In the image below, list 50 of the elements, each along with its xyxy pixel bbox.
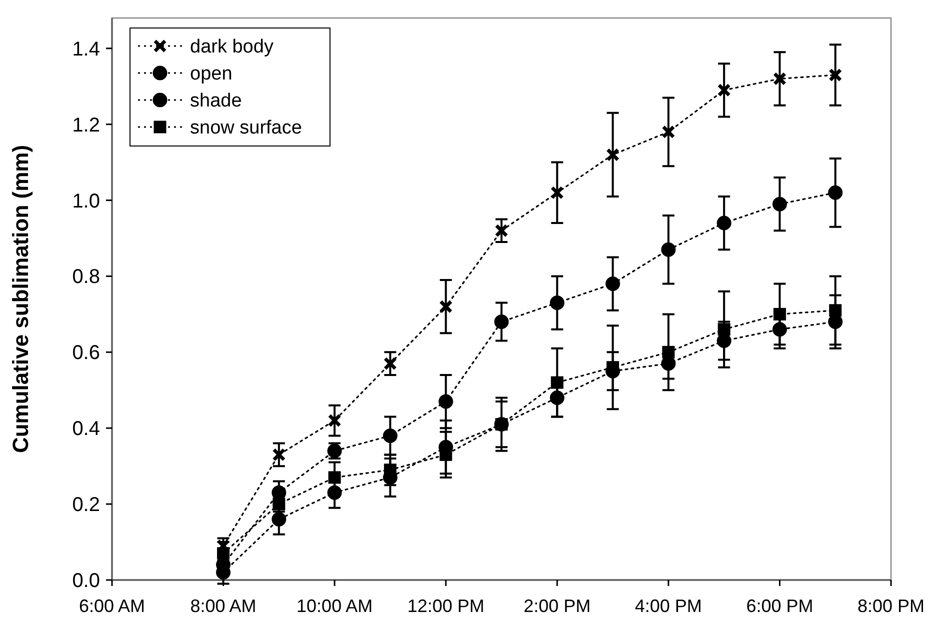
point: [829, 304, 842, 317]
point: [606, 276, 620, 292]
point: [772, 72, 786, 86]
x-tick-label: 12:00 PM: [407, 596, 484, 616]
x-tick-label: 2:00 PM: [524, 596, 591, 616]
point: [495, 418, 508, 431]
y-tick-label: 0.8: [72, 266, 100, 288]
x-tick-label: 10:00 AM: [296, 596, 373, 616]
point: [828, 185, 843, 200]
point: [773, 308, 786, 320]
legend-label: open: [190, 64, 232, 85]
y-tick-label: 1.0: [72, 190, 100, 212]
y-tick-label: 0.4: [72, 418, 100, 440]
y-tick-label: 1.2: [72, 114, 100, 136]
legend-label: shade: [190, 90, 242, 112]
y-tick-label: 0.0: [72, 570, 100, 592]
point: [606, 148, 620, 162]
point: [272, 512, 286, 526]
point: [550, 296, 564, 310]
x-tick-label: 8:00 PM: [857, 596, 925, 616]
point: [439, 300, 453, 314]
y-axis-title: Cumulative sublimation (mm): [8, 144, 33, 454]
point: [661, 242, 676, 257]
point: [494, 224, 508, 238]
x-tick-label: 4:00 PM: [634, 596, 702, 616]
point: [328, 471, 341, 484]
y-tick-label: 0.2: [72, 494, 100, 516]
y-tick-label: 0.6: [72, 342, 100, 364]
point: [272, 448, 286, 462]
point: [550, 376, 564, 389]
point: [717, 83, 731, 97]
point: [383, 356, 397, 370]
point: [550, 186, 564, 200]
point: [382, 428, 398, 443]
x-tick-label: 8:00 AM: [190, 596, 256, 616]
point: [494, 314, 509, 330]
x-tick-label: 6:00 PM: [746, 596, 814, 616]
legend-label: snow surface: [190, 118, 302, 139]
point: [828, 68, 842, 82]
point: [716, 216, 732, 230]
point: [217, 547, 230, 560]
y-tick-label: 1.4: [72, 38, 100, 60]
point: [662, 125, 676, 139]
point: [772, 196, 787, 212]
point: [718, 323, 730, 336]
point: [328, 414, 342, 428]
legend-label: dark body: [190, 36, 274, 58]
point: [438, 394, 454, 409]
point: [662, 346, 675, 358]
x-tick-label: 6:00 AM: [78, 596, 146, 616]
